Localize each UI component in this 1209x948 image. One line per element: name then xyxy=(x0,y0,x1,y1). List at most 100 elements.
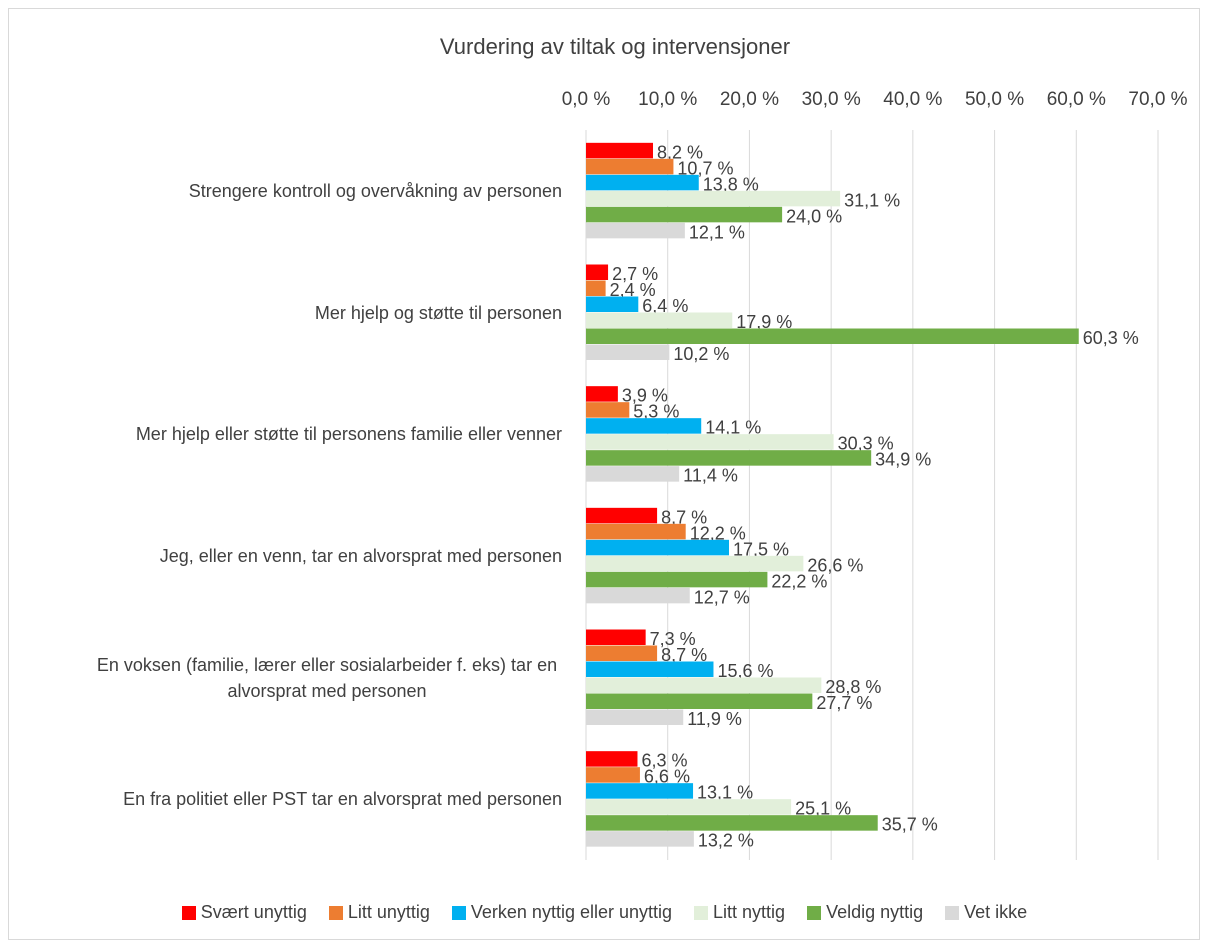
data-label: 2,4 % xyxy=(610,280,656,300)
bar xyxy=(586,142,654,159)
data-label: 13,2 % xyxy=(698,831,754,851)
bar xyxy=(586,645,658,661)
x-tick-label: 30,0 % xyxy=(802,89,861,110)
legend-label: Vet ikke xyxy=(964,902,1028,922)
data-label: 31,1 % xyxy=(844,190,900,210)
bar xyxy=(586,783,694,799)
legend-item: Vet ikke xyxy=(945,902,1027,923)
data-label: 8,7 % xyxy=(661,507,707,527)
legend-label: Verken nyttig eller unyttig xyxy=(470,902,673,922)
bar xyxy=(586,434,834,450)
category-label: Strengere kontroll og overvåkning av per… xyxy=(42,151,562,231)
data-label: 27,7 % xyxy=(816,693,872,713)
chart-title: Vurdering av tiltak og intervensjoner xyxy=(440,34,790,59)
data-label: 2,7 % xyxy=(612,264,658,284)
bar xyxy=(586,418,702,434)
category-label: En fra politiet eller PST tar en alvorsp… xyxy=(42,759,562,839)
bar xyxy=(586,174,699,191)
legend-item: Svært unyttig xyxy=(181,902,307,923)
data-label: 5,3 % xyxy=(633,402,679,422)
x-tick-label: 50,0 % xyxy=(965,89,1024,110)
category-text: Mer hjelp eller støtte til personens fam… xyxy=(135,424,562,445)
legend-swatch xyxy=(945,905,960,920)
data-label: 26,6 % xyxy=(807,555,863,575)
bar xyxy=(586,280,606,296)
bar xyxy=(586,555,804,572)
data-label: 11,4 % xyxy=(683,466,738,486)
data-label: 13,8 % xyxy=(703,174,759,194)
x-tick-label: 20,0 % xyxy=(720,89,779,110)
bar xyxy=(586,386,618,402)
bar xyxy=(586,693,813,709)
data-label: 10,7 % xyxy=(677,158,733,178)
bar xyxy=(586,507,658,524)
legend-swatch xyxy=(451,905,466,920)
data-label: 7,3 % xyxy=(650,629,696,649)
bar xyxy=(586,312,733,328)
bar xyxy=(586,222,685,239)
bar xyxy=(586,344,670,360)
data-label: 12,2 % xyxy=(690,523,746,543)
bar xyxy=(586,264,609,280)
data-label: 60,3 % xyxy=(1083,328,1139,348)
category-text: Mer hjelp og støtte til personen xyxy=(314,302,562,323)
legend-item: Litt unyttig xyxy=(328,902,430,923)
bar xyxy=(586,751,638,767)
bar xyxy=(586,571,768,588)
bar xyxy=(586,799,792,815)
data-label: 35,7 % xyxy=(882,815,938,835)
data-label: 11,9 % xyxy=(687,709,742,729)
category-text: En voksen (familie, lærer eller sosialar… xyxy=(96,654,558,701)
x-tick-label: 40,0 % xyxy=(883,89,942,110)
data-label: 6,6 % xyxy=(644,767,690,787)
category-text: En fra politiet eller PST tar en alvorsp… xyxy=(123,789,562,810)
category-label: Jeg, eller en venn, tar en alvorsprat me… xyxy=(42,516,562,596)
data-label: 30,3 % xyxy=(838,434,894,454)
data-label: 6,3 % xyxy=(641,751,687,771)
data-label: 25,1 % xyxy=(795,799,851,819)
legend-label: Litt nyttig xyxy=(713,902,786,922)
bar xyxy=(586,661,714,677)
bar xyxy=(586,296,639,312)
legend-item: Veldig nyttig xyxy=(807,902,923,923)
bar xyxy=(586,815,878,831)
data-label: 12,1 % xyxy=(689,222,745,242)
bar xyxy=(586,709,684,725)
data-label: 8,7 % xyxy=(661,645,707,665)
x-tick-label: 70,0 % xyxy=(1128,89,1187,110)
data-label: 28,8 % xyxy=(825,677,881,697)
legend: Svært unyttig Litt unyttig Verken nyttig e… xyxy=(0,902,1209,923)
data-label: 3,9 % xyxy=(622,386,668,406)
category-text: Strengere kontroll og overvåkning av per… xyxy=(188,180,562,201)
category-label: Mer hjelp og støtte til personen xyxy=(42,273,562,353)
bar xyxy=(586,831,694,847)
bar xyxy=(586,466,680,482)
category-label: Mer hjelp eller støtte til personens fam… xyxy=(42,394,562,474)
data-label: 15,6 % xyxy=(717,661,773,681)
x-tick-label: 0,0 % xyxy=(562,89,611,110)
bar xyxy=(586,767,640,783)
data-label: 12,7 % xyxy=(694,587,750,607)
bar xyxy=(586,206,783,223)
legend-swatch xyxy=(807,905,822,920)
data-label: 14,1 % xyxy=(705,418,761,438)
legend-label: Svært unyttig xyxy=(200,902,307,922)
data-label: 8,2 % xyxy=(657,142,703,162)
legend-swatch xyxy=(328,905,343,920)
bar xyxy=(586,677,822,693)
legend-swatch xyxy=(181,905,196,920)
bar xyxy=(586,629,646,645)
bar xyxy=(586,587,690,604)
category-label: En voksen (familie, lærer eller sosialar… xyxy=(42,638,562,718)
bar xyxy=(586,402,630,418)
category-text: Jeg, eller en venn, tar en alvorsprat me… xyxy=(159,545,562,566)
x-tick-label: 10,0 % xyxy=(638,89,697,110)
legend-label: Litt unyttig xyxy=(347,902,430,922)
data-label: 17,9 % xyxy=(736,312,792,332)
bar xyxy=(586,450,872,466)
legend-label: Veldig nyttig xyxy=(826,902,924,922)
data-label: 13,1 % xyxy=(697,783,753,803)
data-label: 34,9 % xyxy=(875,450,931,470)
